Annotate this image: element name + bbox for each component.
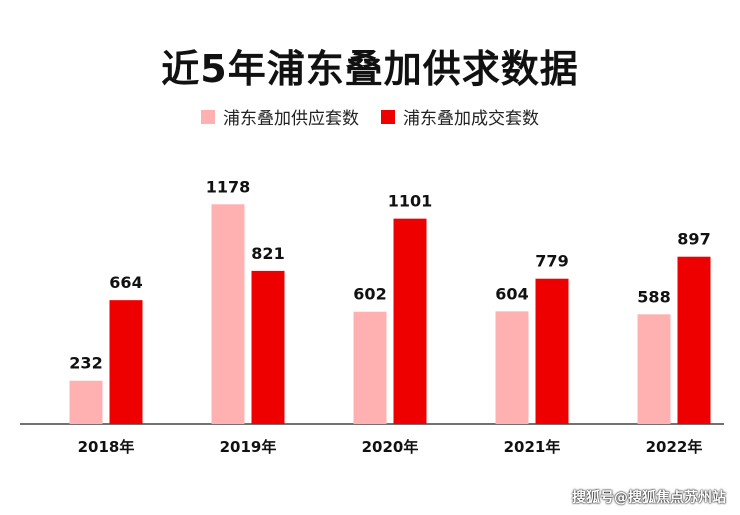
chart-title: 近5年浦东叠加供求数据 [161,47,579,91]
data-label-sales-3: 779 [535,252,568,271]
legend-label-supply: 浦东叠加供应套数 [223,109,359,129]
legend: 浦东叠加供应套数 浦东叠加成交套数 [0,104,740,129]
data-label-supply-2: 602 [353,285,386,304]
data-label-sales-2: 1101 [388,192,433,211]
data-label-sales-1: 821 [251,244,284,263]
watermark: 搜狐号@搜狐焦点苏州站 [572,490,726,506]
data-label-supply-4: 588 [637,287,670,306]
bar-sales-3 [535,278,569,424]
data-label-sales-4: 897 [677,230,710,249]
legend-item-sales: 浦东叠加成交套数 [381,104,539,129]
data-label-supply-3: 604 [495,284,528,303]
bar-sales-2 [393,218,427,424]
x-tick-label-2: 2020年 [362,438,419,456]
bar-supply-0 [69,380,103,424]
legend-swatch-sales [381,109,395,124]
x-tick-label-0: 2018年 [78,438,135,456]
bar-sales-4 [677,256,711,424]
legend-item-supply: 浦东叠加供应套数 [201,104,359,129]
bar-supply-2 [353,311,387,424]
x-tick-label-1: 2019年 [220,438,277,456]
data-label-supply-0: 232 [69,354,102,373]
bar-sales-0 [109,300,143,424]
data-label-supply-1: 1178 [206,177,251,196]
data-label-sales-0: 664 [109,273,142,292]
legend-swatch-supply [201,109,215,124]
x-tick-label-3: 2021年 [504,438,561,456]
bar-supply-1 [211,204,245,424]
legend-label-sales: 浦东叠加成交套数 [403,109,539,129]
bar-sales-1 [251,270,285,424]
x-tick-label-4: 2022年 [646,438,703,456]
bar-supply-3 [495,311,529,424]
bar-supply-4 [637,314,671,424]
